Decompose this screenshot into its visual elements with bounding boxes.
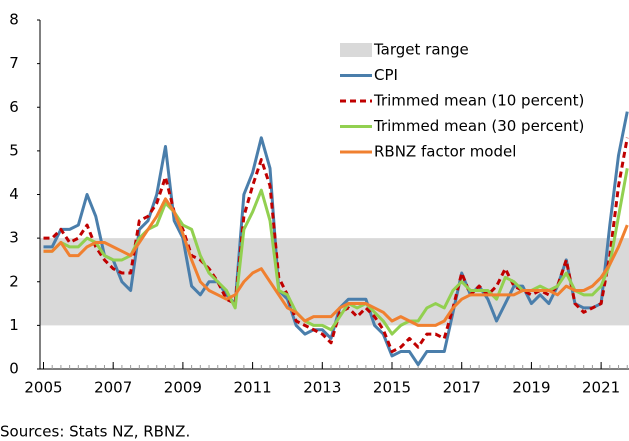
x-tick-label: 2019: [512, 379, 550, 397]
y-tick-label: 7: [9, 54, 19, 72]
x-tick-label: 2007: [94, 379, 132, 397]
x-tick-label: 2013: [303, 379, 341, 397]
x-tick-label: 2017: [443, 379, 481, 397]
legend-swatch: [340, 43, 372, 57]
y-tick-label: 4: [9, 185, 19, 203]
y-tick-label: 0: [9, 360, 19, 378]
y-tick-label: 6: [9, 98, 19, 116]
series-line: [43, 137, 629, 354]
legend-label: CPI: [374, 66, 398, 84]
y-tick-label: 2: [9, 272, 19, 290]
x-tick-label: 2009: [164, 379, 202, 397]
target-band: [40, 238, 629, 326]
source-note: Sources: Stats NZ, RBNZ.: [0, 423, 190, 441]
series-line: [43, 197, 629, 327]
y-tick-label: 5: [9, 141, 19, 159]
legend-label: RBNZ factor model: [374, 143, 516, 161]
x-tick-label: 2021: [582, 379, 620, 397]
legend-label: Trimmed mean (30 percent): [373, 117, 584, 135]
y-tick-label: 1: [9, 316, 19, 334]
x-tick-label: 2015: [373, 379, 411, 397]
x-tick-label: 2011: [234, 379, 272, 397]
y-tick-label: 3: [9, 229, 19, 247]
x-tick-label: 2005: [24, 379, 62, 397]
legend-label: Target range: [373, 41, 469, 59]
y-tick-label: 8: [9, 11, 19, 29]
legend-label: Trimmed mean (10 percent): [373, 92, 584, 110]
